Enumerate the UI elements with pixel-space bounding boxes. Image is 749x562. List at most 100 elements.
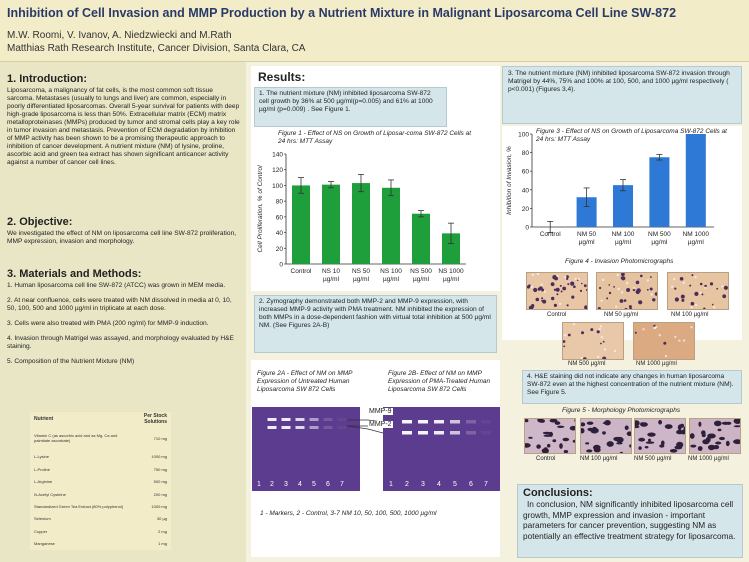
cell-blob [586,449,593,453]
cell-blob [542,431,551,435]
x-tick-label: µg/ml [323,276,340,283]
cell-dot [652,298,656,302]
cell-dot [562,286,567,291]
pore [556,274,559,278]
table-row: Copper 2 mg [30,525,171,537]
mmp2-band [466,431,476,435]
cell-blob [574,419,575,422]
table-row: L-Lysine 1000 mg [30,451,171,463]
pore [690,306,693,309]
cell-dot [533,287,538,293]
cell-blob [626,431,631,436]
mmp9-band [295,418,305,421]
mmp2-label: MMP-2 [368,421,393,428]
cell-dot [624,308,628,309]
gel-2a-lane-labels: 1 2 3 4 5 6 7 [252,481,360,495]
cell-blob [587,427,594,432]
pore [694,303,698,307]
poster-title: Inhibition of Cell Invasion and MMP Prod… [7,6,677,20]
table-row: Manganese 1 mg [30,538,171,550]
lane-label: 3 [421,481,425,488]
composition-col-nutrient: Nutrient [34,416,54,422]
gel-2b [383,407,500,491]
cell-dot [629,307,633,309]
cell-dot [565,275,569,279]
cell-dot [674,287,677,290]
cell-blob [679,423,685,428]
lane-label: 6 [326,481,330,488]
cell-dot [608,284,610,286]
x-tick-label: Control [291,268,313,275]
cell-blob [624,425,629,431]
cell-blob [647,432,656,437]
x-tick-label: µg/ml [579,239,596,246]
cell-dot [699,282,703,286]
pore [615,305,618,308]
cell-dot [553,303,557,307]
cell-blob [629,444,631,448]
conclusions-box: Conclusions: In conclusion, NM significa… [517,484,743,558]
pore [620,291,624,294]
table-row: N-Acetyl Cysteine 200 mg [30,488,171,500]
invasion-photo-nm1000 [633,322,695,360]
method-item-4: 4. Invasion through Matrigel was assayed… [7,335,234,350]
pore [613,349,617,353]
cell-blob [719,436,725,441]
pore [616,273,619,277]
pore [600,299,603,302]
gel-2b-lane-labels: 1 2 3 4 5 6 7 [383,481,500,495]
composition-table: Nutrient Per Stock Solutions Vitamin C (… [30,412,171,550]
x-tick-label: NM 100 [612,231,635,238]
pore [690,326,693,329]
cell-blob [635,420,640,427]
methods-section: 3. Materials and Methods: 1. Human lipos… [7,268,241,366]
cell-blob [669,449,678,453]
result-3-box: 3. The nutrient mixture (NM) inhibited l… [502,66,742,124]
mmp9-band [337,418,347,421]
bar [382,187,400,264]
y-tick-label: 40 [522,187,530,194]
mmp9-label: MMP-9 [368,408,393,415]
cell-dot [590,328,594,332]
cell-dot [583,284,587,288]
lane-label: 5 [453,481,457,488]
figure-4-caption: Figure 4 - Invasion Photomicrographs [565,258,674,265]
y-tick-label: 40 [276,230,284,237]
figure-2b-caption: Figure 2B- Effect of NM on MMP Expressio… [388,370,491,393]
morphology-label: NM 500 µg/ml [634,456,672,462]
cell-dot [694,291,699,296]
cell-blob [592,426,597,430]
cell-blob [635,425,640,429]
cell-blob [714,420,722,427]
mmp2-band [337,426,347,429]
lane-label: 1 [257,481,261,488]
cell-blob [559,443,563,449]
pore [536,273,540,276]
pore [682,281,686,284]
cell-blob [604,420,611,426]
bar [442,233,460,264]
lane-label: 2 [270,481,274,488]
cell-blob [715,441,722,445]
table-row: Selenium 30 µg [30,513,171,525]
cell-dot [563,345,566,348]
lane-label: 7 [484,481,488,488]
method-item-2: 2. At near confluence, cells were treate… [7,297,232,312]
pore [699,291,702,295]
mmp2-band [418,431,428,435]
cell-dot [541,297,544,300]
mmp2-band [481,431,491,435]
x-tick-label: NS 100 [380,268,402,275]
bar [322,184,340,264]
nutrient-name: Vitamin C (as ascorbic acid and as Mg, C… [34,433,118,444]
figure-2a-caption: Figure 2A - Effect of NM on MMP Expressi… [257,370,353,393]
pore [531,273,535,276]
gel-note: 1 - Markers, 2 - Control, 3-7 NM 10, 50,… [260,510,437,517]
morphology-photo-control [524,418,576,454]
nutrient-name: Copper [34,528,48,534]
pore [572,323,576,326]
cell-dot [602,356,607,359]
pore [597,355,600,359]
pore [580,357,584,359]
nutrient-amount: 500 mg [153,479,167,485]
